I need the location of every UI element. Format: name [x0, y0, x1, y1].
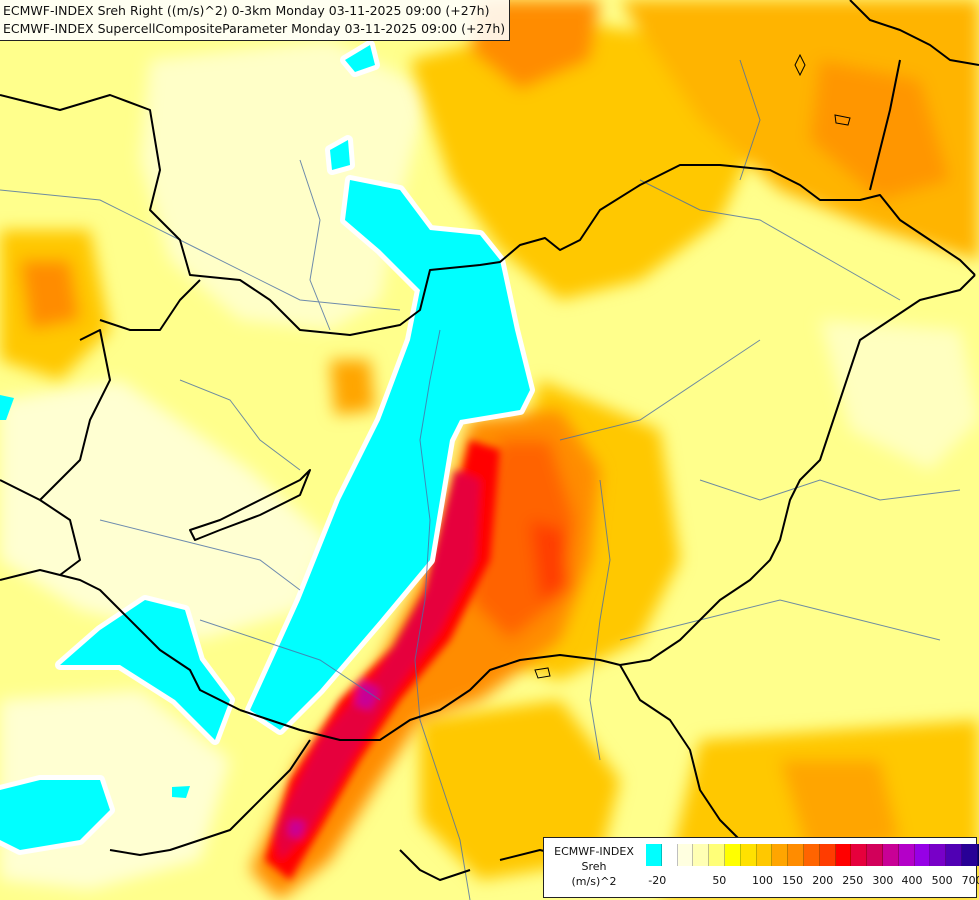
legend-tick-label: 150	[782, 874, 804, 887]
legend-swatch	[677, 844, 694, 866]
color-legend: ECMWF-INDEX Sreh (m/s)^2 -20 50 100 150 200 2…	[543, 837, 979, 898]
legend-swatch	[709, 844, 725, 866]
legend-unit: (m/s)^2	[571, 875, 617, 888]
legend-swatch	[803, 844, 820, 866]
legend-swatch	[661, 844, 678, 866]
legend-variable: Sreh	[581, 860, 607, 873]
legend-tick-label: 500	[931, 874, 953, 887]
river-lines	[0, 59, 961, 900]
legend-swatch	[756, 844, 773, 866]
legend-swatch	[930, 844, 947, 866]
legend-swatch	[740, 844, 757, 866]
lake-outlines	[534, 53, 851, 679]
legend-swatch	[646, 844, 662, 866]
legend-swatch	[724, 844, 741, 866]
legend-swatch	[819, 844, 836, 866]
legend-tick-label: -20	[648, 874, 667, 887]
legend-swatch	[977, 844, 979, 866]
legend-swatch	[772, 844, 789, 866]
legend-color-bar	[646, 844, 979, 866]
legend-tick-label: 700	[961, 874, 979, 887]
legend-tick-label: 400	[901, 874, 923, 887]
legend-tick-label: 250	[842, 874, 864, 887]
legend-tick-label: 50	[712, 874, 727, 887]
legend-swatch	[835, 844, 852, 866]
legend-swatch	[693, 844, 710, 866]
legend-tick-label: 300	[872, 874, 894, 887]
legend-swatch	[882, 844, 899, 866]
legend-model: ECMWF-INDEX	[554, 845, 634, 858]
title-supercell: ECMWF-INDEX SupercellCompositeParameter …	[3, 21, 506, 36]
country-borders	[0, 0, 979, 881]
low-value-areas	[0, 40, 979, 890]
legend-swatch	[851, 844, 868, 866]
title-sreh: ECMWF-INDEX Sreh Right ((m/s)^2) 0-3km M…	[3, 3, 490, 18]
legend-swatch	[867, 844, 883, 866]
negative-regions	[0, 40, 535, 855]
legend-tick-label: 100	[752, 874, 774, 887]
map-title-box: ECMWF-INDEX Sreh Right ((m/s)^2) 0-3km M…	[0, 0, 511, 41]
legend-swatch	[788, 844, 804, 866]
legend-tick-label: 200	[812, 874, 834, 887]
legend-label: ECMWF-INDEX Sreh (m/s)^2	[544, 844, 644, 889]
legend-swatch	[961, 844, 978, 866]
legend-swatch	[914, 844, 931, 866]
legend-swatch	[898, 844, 915, 866]
legend-tick-labels: -20 50 100 150 200 250 300 400 500 700	[646, 874, 979, 890]
legend-swatch	[946, 844, 962, 866]
